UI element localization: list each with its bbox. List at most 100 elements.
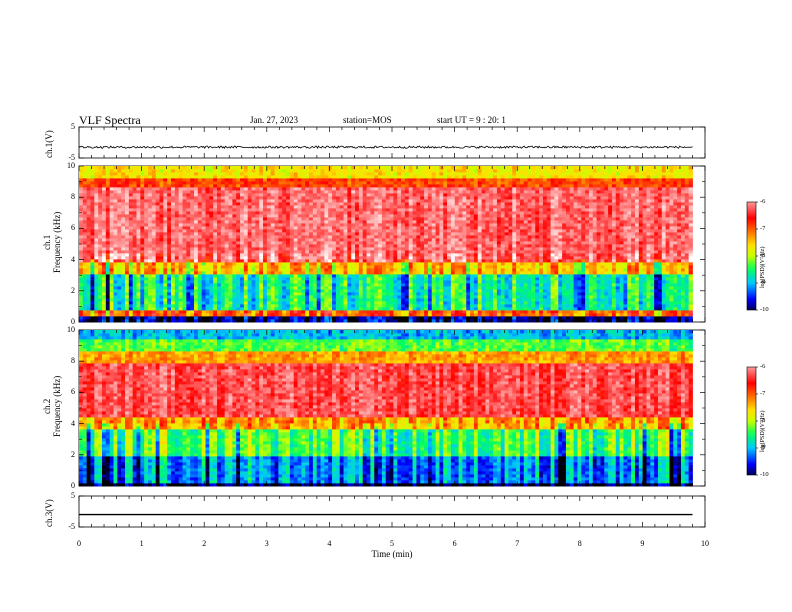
spectrogram-cell: [439, 304, 444, 308]
spectrogram-cell: [393, 217, 398, 221]
spectrogram-cell: [140, 274, 145, 278]
spectrogram-cell: [366, 253, 371, 257]
spectrogram-cell: [309, 187, 314, 191]
spectrogram-cell: [79, 277, 84, 281]
spectrogram-cell: [171, 319, 176, 323]
spectrogram-cell: [355, 166, 360, 170]
spectrogram-cell: [381, 196, 387, 200]
spectrogram-cell: [397, 289, 402, 293]
spectrogram-cell: [393, 307, 398, 311]
spectrogram-cell: [178, 301, 183, 305]
spectrogram-cell: [243, 202, 249, 206]
spectrogram-cell: [355, 271, 360, 275]
spectrogram-cell: [320, 217, 325, 221]
spectrogram-cell: [332, 196, 337, 200]
spectrogram-cell: [125, 271, 130, 275]
spectrogram-cell: [79, 169, 84, 173]
spectrogram-cell: [335, 256, 341, 260]
spectrogram-cell: [293, 223, 298, 227]
spectrogram-cell: [404, 250, 410, 254]
spectrogram-cell: [393, 184, 398, 188]
spectrogram-cell: [117, 229, 122, 233]
spectrogram-cell: [431, 214, 436, 218]
spectrogram-cell: [293, 208, 298, 212]
spectrogram-cell: [232, 256, 237, 260]
spectrogram-cell: [190, 265, 195, 269]
spectrogram-cell: [401, 223, 406, 227]
spectrogram-cell: [320, 304, 325, 308]
spectrogram-cell: [301, 313, 306, 317]
spectrogram-cell: [251, 208, 256, 212]
spectrogram-cell: [328, 268, 333, 272]
spectrogram-cell: [136, 301, 141, 305]
spectrogram-cell: [263, 241, 268, 245]
spectrogram-cell: [343, 178, 348, 182]
spectrogram-cell: [259, 184, 264, 188]
spectrogram-cell: [240, 211, 245, 215]
spectrogram-cell: [220, 307, 226, 311]
spectrogram-cell: [201, 301, 206, 305]
spectrogram-cell: [197, 289, 203, 293]
spectrogram-cell: [408, 286, 413, 290]
spectrogram-cell: [316, 238, 321, 242]
spectrogram-cell: [404, 226, 410, 230]
spectrogram-cell: [312, 187, 318, 191]
spectrogram-cell: [427, 166, 433, 170]
spectrogram-cell: [416, 199, 421, 203]
spectrogram-cell: [332, 202, 337, 206]
spectrogram-cell: [136, 250, 141, 254]
spectrogram-cell: [79, 232, 84, 236]
spectrogram-cell: [113, 268, 118, 272]
spectrogram-cell: [266, 208, 272, 212]
spectrogram-cell: [401, 166, 406, 170]
spectrogram-cell: [247, 211, 252, 215]
spectrogram-cell: [427, 229, 433, 233]
spectrogram-cell: [431, 205, 436, 209]
spectrogram-cell: [305, 205, 310, 209]
spectrogram-cell: [186, 316, 191, 320]
spectrogram-cell: [378, 190, 383, 194]
spectrogram-cell: [293, 202, 298, 206]
spectrogram-cell: [194, 235, 199, 239]
spectrogram-cell: [232, 274, 237, 278]
spectrogram-cell: [113, 169, 118, 173]
spectrogram-cell: [397, 265, 402, 269]
spectrogram-cell: [328, 256, 333, 260]
spectrogram-cell: [186, 232, 191, 236]
spectrogram-cell: [79, 298, 84, 302]
spectrogram-cell: [113, 223, 118, 227]
spectrogram-cell: [408, 304, 413, 308]
spectrogram-cell: [259, 289, 264, 293]
spectrogram-cell: [251, 211, 256, 215]
spectrogram-cell: [335, 217, 341, 221]
spectrogram-cell: [255, 319, 260, 323]
spectrogram-cell: [82, 244, 88, 248]
spectrogram-cell: [339, 298, 344, 302]
spectrogram-cell: [182, 268, 187, 272]
spectrogram-cell: [274, 229, 279, 233]
spectrogram-cell: [420, 175, 425, 179]
spectrogram-cell: [209, 298, 214, 302]
spectrogram-cell: [182, 304, 187, 308]
spectrogram-cell: [251, 175, 256, 179]
spectrogram-cell: [424, 253, 429, 257]
spectrogram-cell: [351, 292, 356, 296]
spectrogram-cell: [121, 178, 126, 182]
spectrogram-cell: [301, 274, 306, 278]
spectrogram-cell: [385, 169, 390, 173]
spectrogram-cell: [401, 265, 406, 269]
spectrogram-cell: [289, 175, 295, 179]
spectrogram-cell: [255, 223, 260, 227]
spectrogram-cell: [332, 244, 337, 248]
spectrogram-cell: [201, 208, 206, 212]
spectrogram-cell: [144, 301, 149, 305]
spectrogram-cell: [270, 241, 275, 245]
spectrogram-cell: [312, 244, 318, 248]
spectrogram-cell: [320, 292, 325, 296]
spectrogram-cell: [358, 232, 364, 236]
spectrogram-cell: [404, 301, 410, 305]
spectrogram-cell: [128, 283, 134, 287]
spectrogram-cell: [427, 232, 433, 236]
spectrogram-cell: [140, 319, 145, 323]
spectrogram-cell: [278, 307, 283, 311]
